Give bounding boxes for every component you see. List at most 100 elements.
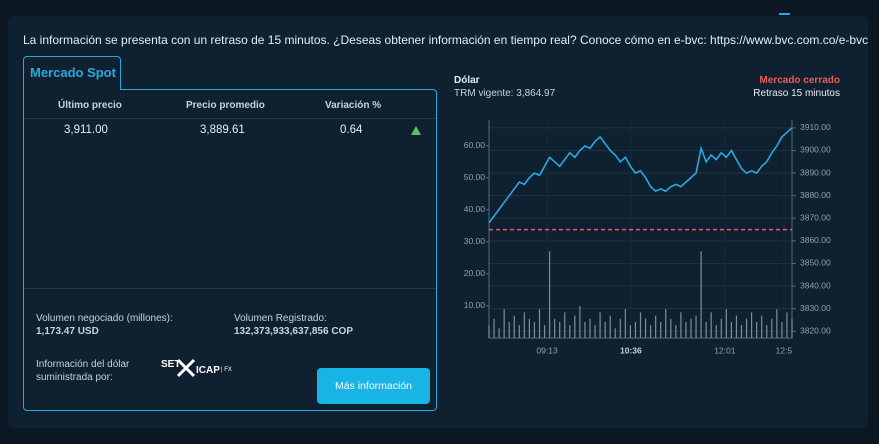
y-tick-label: 40.00 — [464, 204, 486, 214]
volume-bar — [538, 309, 541, 338]
tab-indicator — [779, 13, 790, 15]
y2-tick-label: 3830.00 — [800, 303, 831, 313]
chart: 3820.00 3830.00 3840.00 3850.00 3860.00 3870.… — [464, 120, 831, 355]
volume-bar — [720, 318, 722, 338]
y2-tick-label: 3880.00 — [800, 190, 831, 200]
header: Último precio — [58, 100, 122, 111]
volume-bar — [650, 325, 652, 338]
y-tick-label: 50.00 — [464, 172, 486, 182]
volume-bar — [569, 325, 571, 338]
volume-bar — [745, 318, 748, 338]
volume-bar — [756, 321, 758, 338]
volume-bar — [766, 325, 768, 338]
y-tick-label: 30.00 — [464, 236, 486, 246]
volume-bar — [589, 318, 591, 338]
volume-label: Volumen negociado (millones): — [36, 313, 173, 324]
volume-bar — [564, 312, 566, 338]
volume-bar — [559, 321, 561, 338]
tab-label[interactable]: Mercado Spot — [30, 65, 116, 80]
x-tick-label: 12:01 — [714, 345, 736, 355]
y2-tick-label: 3900.00 — [800, 145, 831, 155]
volume-bar — [543, 325, 546, 338]
separator — [24, 288, 436, 289]
volume-bar — [549, 251, 551, 338]
logo-text: | FX — [221, 367, 232, 373]
header: Variación % — [325, 100, 382, 111]
header: Precio promedio — [186, 100, 265, 111]
volume-bar — [579, 305, 581, 338]
volume-bar — [493, 318, 495, 338]
volume-bar — [751, 312, 753, 338]
volume-bar — [594, 325, 596, 338]
volume-bar — [609, 315, 611, 338]
volume-bar — [554, 318, 556, 338]
price-line — [488, 127, 793, 224]
registered-value: 132,373,933,637,856 COP — [234, 326, 353, 337]
cell: 0.64 — [340, 124, 363, 136]
logo-text: SET — [161, 359, 181, 370]
x-tick-label: 09:13 — [536, 345, 558, 355]
volume-bar — [761, 315, 763, 338]
x-tick-label: 10:36 — [620, 345, 642, 355]
volume-bar — [574, 315, 576, 338]
volume-bar — [690, 318, 692, 338]
volume-bar — [730, 321, 732, 338]
volume-bar — [639, 312, 642, 338]
y-tick-label: 20.00 — [464, 268, 486, 278]
y2-tick-label: 3860.00 — [800, 235, 831, 245]
volume-bar — [624, 309, 626, 338]
volume-bar — [508, 321, 510, 338]
volume-bar — [528, 318, 530, 338]
logo-mark — [176, 358, 196, 378]
volume-bar — [634, 321, 637, 338]
volume-bar — [670, 318, 672, 338]
volume-bar — [735, 315, 738, 338]
y2-tick-label: 3850.00 — [800, 258, 831, 268]
volume-value: 1,173.47 USD — [36, 326, 99, 337]
volume-bar — [614, 328, 616, 338]
y2-tick-label: 3890.00 — [800, 167, 831, 177]
volume-bar — [523, 312, 525, 338]
volume-bar — [584, 321, 586, 338]
volume-bar — [685, 321, 687, 338]
volume-bar — [513, 315, 515, 338]
y2-tick-label: 3840.00 — [800, 280, 831, 290]
y-tick-label: 10.00 — [464, 300, 486, 310]
volume-bar — [533, 321, 536, 338]
y2-tick-label: 3910.00 — [800, 122, 831, 132]
volume-bar — [655, 315, 657, 338]
volume-bar — [503, 309, 505, 338]
delay: Retraso 15 minutos — [753, 88, 840, 99]
volume-bar — [776, 309, 778, 338]
volume-bar — [488, 325, 490, 338]
volume-bar — [660, 321, 662, 338]
volume-bar — [725, 309, 727, 338]
volume-bar — [700, 251, 702, 338]
spot-tab[interactable] — [23, 56, 121, 90]
y-tick-label: 60.00 — [464, 140, 486, 150]
volume-bar — [619, 318, 621, 338]
cell: 3,911.00 — [64, 124, 108, 136]
chart-title: Dólar — [454, 75, 480, 86]
spot-box — [23, 89, 437, 411]
volume-bar — [599, 312, 601, 338]
volume-bar — [680, 312, 682, 338]
cell: 3,889.61 — [200, 124, 245, 136]
volume-bar — [781, 321, 783, 338]
volume-bar — [771, 318, 773, 338]
volume-bar — [644, 318, 647, 338]
market-status: Mercado cerrado — [759, 75, 840, 86]
volume-bar — [740, 325, 743, 338]
volume-bar — [498, 328, 500, 338]
trm: TRM vigente: 3,864.97 — [454, 88, 556, 99]
provider-label: suministrada por: — [36, 372, 113, 383]
volume-bar — [518, 325, 520, 338]
x-tick-label: 12:5 — [776, 345, 793, 355]
more-info-button[interactable]: Más información — [317, 368, 430, 404]
separator — [24, 118, 436, 119]
y2-tick-label: 3820.00 — [800, 325, 831, 335]
logo-text: ICAP — [196, 365, 220, 376]
volume-bar — [675, 325, 677, 338]
volume-bar — [705, 321, 707, 338]
